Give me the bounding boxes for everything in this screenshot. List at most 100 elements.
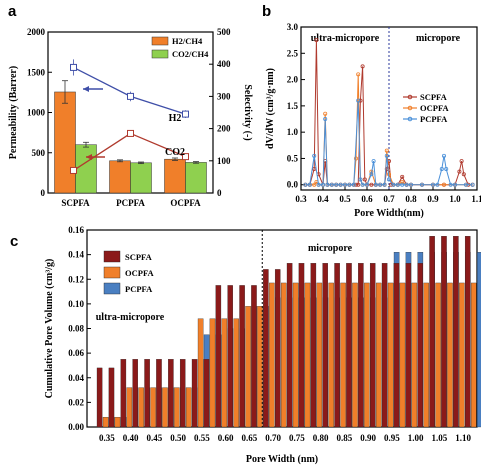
panel-c-region-micro: micropore xyxy=(308,243,353,254)
panel-b-legend-marker xyxy=(407,116,413,122)
panel-b-point-PCPFA xyxy=(384,153,389,158)
panel-b-xtick-label: 0.7 xyxy=(383,194,395,204)
panel-c-xtick-label: 1.10 xyxy=(455,433,471,443)
panel-b-region-micro: micropore xyxy=(416,33,461,44)
panel-c-bar-OCPFA xyxy=(423,282,429,428)
panel-c-bar-SCPFA xyxy=(393,263,400,428)
panel-c-bar-SCPFA xyxy=(120,359,127,428)
panel-c-bar-OCPFA xyxy=(114,416,121,428)
panel-a-annot-h2: H2 xyxy=(169,113,182,124)
panel-a-line-point xyxy=(182,110,189,118)
panel-b-point-PCPFA xyxy=(320,182,325,187)
panel-c-bar-SCPFA xyxy=(310,263,317,428)
panel-b-point-SCPFA xyxy=(360,64,365,69)
panel-b-xtick-label: 0.5 xyxy=(339,194,351,204)
panel-a-label: a xyxy=(8,3,17,20)
panel-b-ytick-label: 1.0 xyxy=(287,127,299,137)
panel-b-xtick-label: 0.8 xyxy=(405,194,417,204)
panel-b-point-PCPFA xyxy=(316,182,321,187)
panel-c-legend-label: SCPFA xyxy=(125,252,153,262)
panel-c-bar-OCPFA xyxy=(352,282,358,428)
panel-b-point-SCPFA xyxy=(457,169,462,174)
panel-b-point-PCPFA xyxy=(395,182,400,187)
panel-c-xtick-label: 0.85 xyxy=(337,433,353,443)
panel-b-point-SCPFA xyxy=(461,172,466,177)
panel-c-bar-OCPFA xyxy=(174,387,180,428)
panel-c-bar-OCPFA xyxy=(387,282,394,428)
panel-c-bar-SCPFA xyxy=(108,367,115,428)
panel-c-xtick-label: 0.50 xyxy=(170,433,186,443)
panel-c-ytick-label: 0.10 xyxy=(68,299,84,309)
panel-b-point-SCPFA xyxy=(400,174,405,179)
panel-b-point-PCPFA xyxy=(338,182,343,187)
panel-b-ytick-label: 0.0 xyxy=(287,180,299,190)
panel-c-bar-SCPFA xyxy=(417,263,423,428)
panel-c-bar-OCPFA xyxy=(364,282,370,428)
panel-c-bar-OCPFA xyxy=(470,282,477,428)
panel-b-legend-marker xyxy=(407,105,413,111)
panel-b-label: b xyxy=(262,3,271,20)
panel-a-ytick-label: 0 xyxy=(41,188,46,198)
panel-a-ytick-label: 2000 xyxy=(27,27,46,37)
panel-b-point-PCPFA xyxy=(463,182,468,187)
panel-b-point-PCPFA xyxy=(470,182,475,187)
panel-b-point-OCPFA xyxy=(384,148,389,153)
panel-c-bar-SCPFA xyxy=(144,359,150,428)
panel-c-bar-SCPFA xyxy=(263,269,269,428)
panel-a-legend-label: CO2/CH4 xyxy=(172,49,209,59)
panel-c-bar-OCPFA xyxy=(245,306,251,428)
panel-b-point-SCPFA xyxy=(356,182,361,187)
panel-a-y2tick-label: 0 xyxy=(217,188,222,198)
panel-c-region-ultra: ultra-micropore xyxy=(96,312,165,323)
panel-b-ytick-label: 2.0 xyxy=(287,75,299,85)
panel-b-point-PCPFA xyxy=(351,182,356,187)
panel-c-bar-OCPFA xyxy=(209,318,216,428)
panel-c-bar-OCPFA xyxy=(375,282,382,428)
panel-c-bar-SCPFA xyxy=(334,263,340,428)
panel-c-bar-SCPFA xyxy=(441,236,447,428)
panel-a-ytick-label: 500 xyxy=(32,148,46,158)
panel-c-xtick-label: 1.00 xyxy=(408,433,424,443)
panel-c-bar-OCPFA xyxy=(138,387,144,428)
panel-c-xtick-label: 0.55 xyxy=(194,433,210,443)
panel-c-bar-OCPFA xyxy=(185,387,192,428)
panel-b-xtick-label: 1.1 xyxy=(471,194,481,204)
panel-b-point-PCPFA xyxy=(312,153,317,158)
panel-c-bar-OCPFA xyxy=(150,387,156,428)
panel-a-xtick-label: PCPFA xyxy=(116,198,145,208)
panel-a-bar-CO2-CH4 xyxy=(130,162,152,194)
panel-c-bar-OCPFA xyxy=(316,282,323,428)
panel-c-bar-OCPFA xyxy=(328,282,334,428)
panel-c-xtick-label: 0.40 xyxy=(123,433,139,443)
panel-a-xtick-label: OCPFA xyxy=(170,198,201,208)
panel-b-point-PCPFA xyxy=(441,153,446,158)
panel-b-point-PCPFA xyxy=(386,177,391,182)
panel-c-bar-SCPFA xyxy=(429,236,435,428)
panel-c-xtick-label: 0.65 xyxy=(242,433,258,443)
panel-c-bar-OCPFA xyxy=(102,416,109,428)
panel-c-legend-swatch xyxy=(103,282,121,295)
panel-b-point-PCPFA xyxy=(334,182,339,187)
panel-b-point-OCPFA xyxy=(353,156,358,161)
panel-b-point-SCPFA xyxy=(353,182,358,187)
panel-b-xtick-label: 0.6 xyxy=(361,194,373,204)
panel-c-ylabel: Cumulative Pore Volume (cm³/g) xyxy=(44,259,55,399)
panel-a-bar-CO2-CH4 xyxy=(75,144,97,194)
panel-b-region-ultra: ultra-micropore xyxy=(311,33,380,44)
panel-c-bar-SCPFA xyxy=(156,359,162,428)
panel-c-xlabel: Pore Width (nm) xyxy=(246,454,318,465)
panel-b-point-PCPFA xyxy=(439,166,444,171)
panel-b-ytick-label: 0.5 xyxy=(287,153,299,163)
panel-b-point-PCPFA xyxy=(303,182,308,187)
panel-c-bar-SCPFA xyxy=(286,263,293,428)
panel-b-legend-marker xyxy=(407,94,413,100)
panel-c-bar-SCPFA xyxy=(227,285,233,428)
panel-b-ytick-label: 1.5 xyxy=(287,101,299,111)
panel-b-point-PCPFA xyxy=(378,182,383,187)
panel-a-y2tick-label: 100 xyxy=(217,156,231,166)
panel-c-bar-OCPFA xyxy=(233,318,239,428)
panel-b-point-OCPFA xyxy=(312,182,317,187)
panel-c-xtick-label: 0.35 xyxy=(99,433,115,443)
